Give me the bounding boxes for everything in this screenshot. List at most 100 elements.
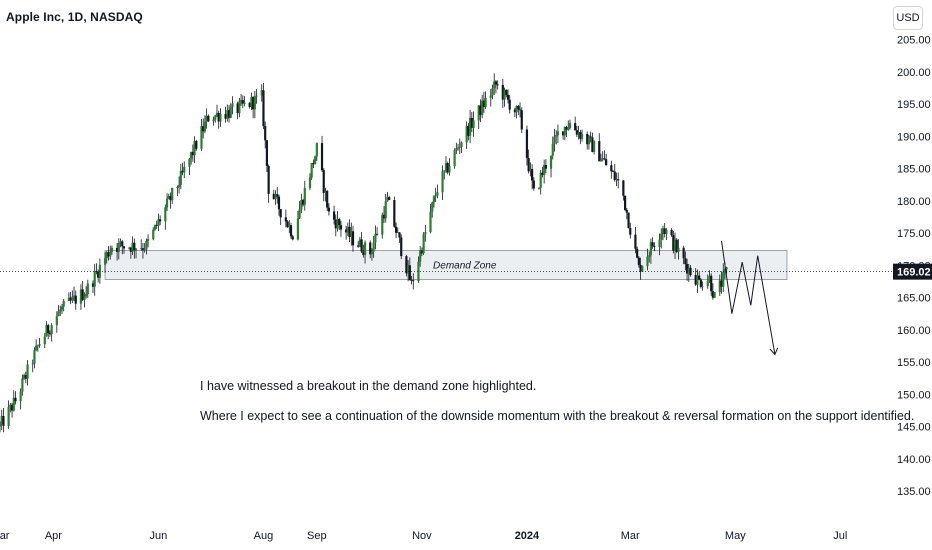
candle [300, 193, 303, 214]
candle [55, 311, 58, 333]
x-tick-label: May [725, 530, 746, 542]
candle [324, 187, 327, 202]
candle [264, 121, 267, 149]
candle [589, 131, 592, 143]
candle [682, 245, 685, 265]
candle [648, 251, 651, 263]
candle [513, 107, 516, 118]
candle [531, 164, 534, 190]
candle [296, 210, 300, 241]
candle [685, 258, 689, 281]
candle [610, 160, 613, 179]
candle [179, 163, 182, 190]
candle [274, 190, 277, 205]
candle [286, 220, 289, 228]
candle [308, 173, 312, 191]
candle [50, 323, 53, 342]
candle [312, 159, 315, 168]
x-tick-label: Aug [254, 530, 274, 542]
candle [236, 101, 239, 120]
candle [140, 239, 143, 251]
candle [117, 238, 120, 260]
candle [494, 79, 498, 94]
last-price-label: 169.02 [893, 263, 932, 280]
candle [93, 263, 96, 296]
candle [670, 228, 673, 237]
candle [555, 130, 558, 145]
y-tick-label: 175.00 [897, 228, 931, 240]
candle [496, 80, 499, 90]
candle [653, 242, 656, 252]
x-tick-label: Mar [621, 530, 640, 542]
candle [420, 247, 423, 257]
candle [675, 237, 678, 254]
candle [446, 161, 449, 175]
candle [574, 116, 577, 131]
candle [219, 108, 222, 127]
candle [622, 180, 625, 201]
candle [12, 390, 15, 412]
candle [539, 170, 542, 195]
candle [469, 109, 472, 144]
projection-arrow[interactable] [721, 240, 775, 354]
candle [565, 125, 568, 138]
candle [384, 193, 387, 223]
candle [408, 257, 411, 281]
candle [35, 339, 38, 352]
candle [405, 254, 408, 277]
candle [508, 94, 511, 114]
candle [314, 155, 317, 165]
candle [370, 248, 374, 261]
candle [541, 166, 544, 178]
y-tick-label: 185.00 [897, 164, 931, 176]
candle [105, 251, 108, 264]
candle [400, 234, 403, 260]
candle [134, 248, 138, 259]
candle [639, 257, 642, 280]
candle [146, 234, 150, 248]
candle [350, 222, 353, 246]
candle [563, 126, 566, 141]
candle [422, 232, 425, 255]
candle [121, 240, 124, 255]
y-tick-label: 140.00 [897, 454, 931, 466]
candle [157, 213, 160, 232]
currency-button[interactable]: USD [893, 6, 923, 30]
candle [407, 260, 410, 282]
candle [646, 248, 649, 271]
candle [629, 222, 632, 239]
candle [448, 158, 451, 176]
candle [155, 220, 158, 230]
candle [33, 347, 36, 369]
candle [532, 177, 535, 191]
candle [611, 169, 615, 172]
demand-zone-label: Demand Zone [433, 261, 497, 272]
candle [484, 91, 487, 109]
candle [357, 241, 360, 248]
candle [338, 217, 341, 231]
candle [248, 102, 251, 109]
candle [663, 223, 666, 238]
candle [252, 96, 255, 119]
candle [267, 164, 270, 203]
candle [227, 104, 231, 123]
demand-zone[interactable] [104, 250, 788, 280]
candle [238, 97, 241, 118]
candle [658, 233, 661, 256]
candle [363, 240, 367, 264]
candle [97, 269, 100, 283]
candle [455, 142, 458, 155]
candle [472, 111, 475, 137]
candle [48, 330, 52, 337]
candle [345, 225, 348, 240]
symbol-title: Apple Inc, 1D, NASDAQ [6, 10, 143, 24]
candle [665, 228, 668, 241]
candle [372, 235, 375, 258]
candle [229, 103, 232, 119]
candle [491, 84, 494, 100]
candle [470, 111, 473, 133]
candle [119, 238, 122, 248]
candle [2, 408, 5, 433]
